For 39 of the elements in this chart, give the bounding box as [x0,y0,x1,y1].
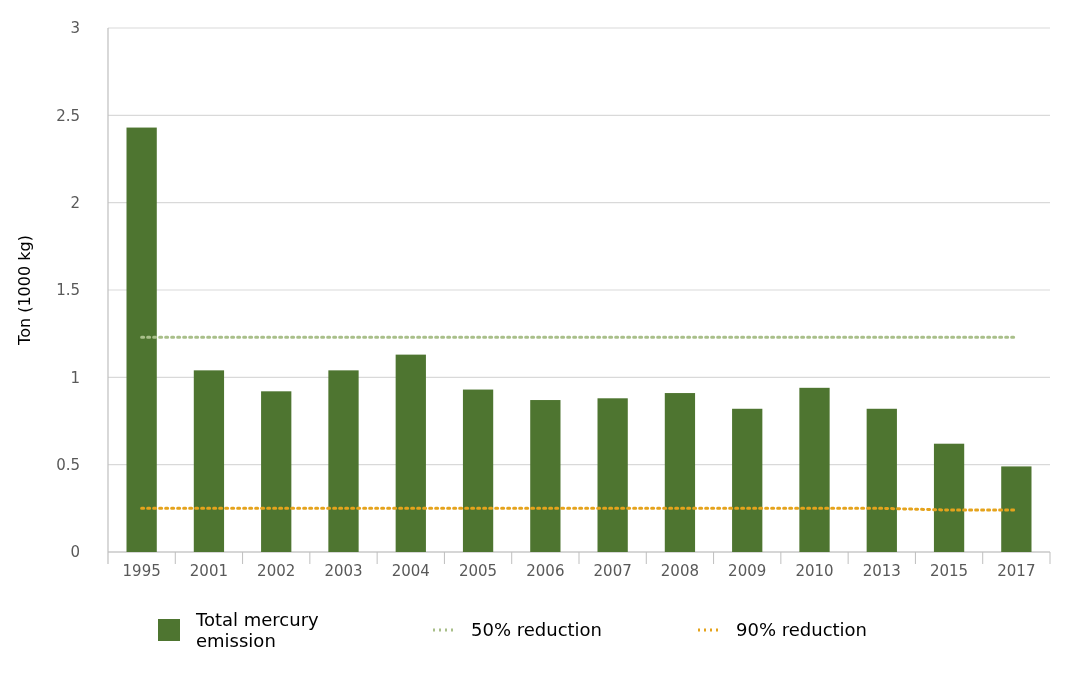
y-tick-label: 0 [70,543,80,562]
bar [193,370,225,552]
x-tick-label: 2017 [997,562,1036,580]
legend-label: 90% reduction [736,619,868,641]
bar [530,400,561,552]
bar [597,398,628,552]
x-tick-label: 2015 [929,562,969,580]
bar [126,127,157,552]
bar [732,408,763,552]
y-tick-label: 1 [70,368,80,387]
x-tick-label: 2010 [795,562,834,580]
x-tick-label: 1995 [122,562,161,580]
bar [664,393,696,552]
bar [866,408,897,552]
bar [261,391,292,552]
bar [799,387,830,552]
x-tick-label: 2001 [189,562,229,580]
legend-label: 50% reduction [471,619,603,641]
bar [395,354,426,552]
bar [933,443,965,552]
x-tick-label: 2008 [660,562,700,580]
x-tick-label: 2003 [324,562,363,580]
bar [1001,466,1032,552]
legend-label: Total mercury emission [195,609,320,651]
bar [328,370,359,552]
y-axis-title: Ton (1000 kg) [15,235,34,346]
y-tick-label: 3 [70,19,80,38]
y-tick-label: 1.5 [56,281,80,300]
x-tick-label: 2009 [728,562,767,580]
x-tick-label: 2004 [391,562,430,580]
x-tick-label: 2013 [862,562,901,580]
y-tick-label: 2.5 [56,106,80,125]
x-tick-label: 2007 [593,562,632,580]
x-tick-label: 2005 [458,562,498,580]
x-tick-label: 2002 [257,562,296,580]
y-tick-label: 0.5 [56,455,80,474]
y-tick-label: 2 [70,193,80,212]
x-tick-label: 2006 [526,562,565,580]
bar [462,389,494,552]
